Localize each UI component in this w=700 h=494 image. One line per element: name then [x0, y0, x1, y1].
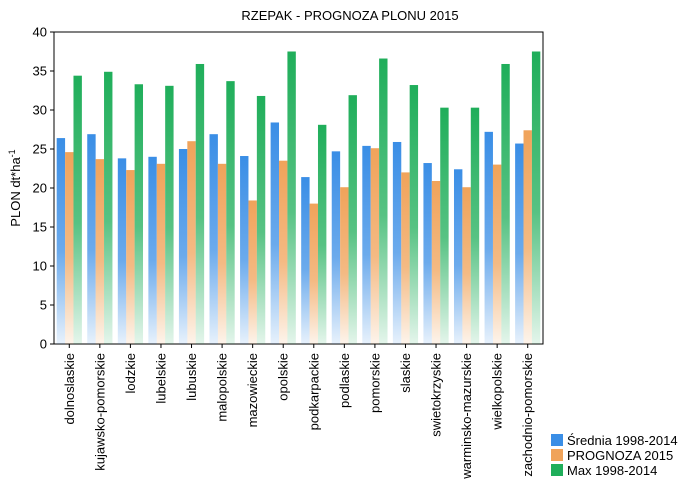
bar	[87, 134, 96, 344]
x-tick-label: opolskie	[276, 353, 291, 401]
bar	[217, 163, 227, 344]
y-axis-label: PLON dt*ha-1	[7, 149, 23, 226]
bar	[73, 75, 82, 345]
bar	[65, 152, 74, 344]
bar	[492, 164, 502, 344]
bar	[134, 84, 144, 344]
bar	[501, 63, 510, 344]
y-tick-label: 15	[33, 220, 47, 235]
bar	[348, 95, 357, 345]
bar	[126, 170, 135, 344]
plot-area: 0 5 10 15 20 25 30 35 40 dolnoslaskie kujawsko-pom…	[33, 25, 544, 480]
x-tick-label: lubuskie	[184, 353, 199, 401]
bar	[423, 163, 432, 344]
x-tick-label: malopolskie	[215, 353, 230, 422]
bar	[462, 187, 471, 344]
bar	[409, 85, 419, 344]
bar	[484, 131, 493, 344]
bar	[440, 107, 449, 344]
bar	[148, 156, 157, 344]
bar	[301, 177, 310, 344]
bar	[515, 143, 524, 344]
bar	[240, 156, 249, 344]
bar	[531, 51, 541, 344]
bar	[187, 141, 196, 344]
x-tick-label: kujawsko-pomorskie	[92, 353, 107, 471]
y-tick-label: 5	[40, 298, 47, 313]
x-tick-label: lubelskie	[153, 353, 168, 404]
bar	[156, 163, 166, 344]
bar	[270, 122, 280, 344]
bar	[453, 169, 463, 344]
bar	[379, 58, 388, 345]
y-tick-label: 25	[33, 142, 47, 157]
x-tick-label: podkarpackie	[306, 353, 321, 430]
y-axis-label-superscript: -1	[7, 149, 17, 157]
x-tick-label: warminsko-mazurskie	[459, 353, 474, 480]
bar	[392, 141, 402, 344]
x-tick-label: swietokrzyskie	[429, 353, 444, 437]
x-tick-label: podlaskie	[337, 353, 352, 408]
bar	[431, 180, 441, 344]
legend-swatch	[551, 434, 563, 446]
y-tick-label: 30	[33, 103, 47, 118]
legend-swatch	[551, 464, 563, 476]
legend-label: Max 1998-2014	[567, 463, 657, 478]
x-tick-label: zachodnio-pomorskie	[520, 353, 535, 477]
legend-label: PROGNOZA 2015	[567, 448, 673, 463]
bar	[178, 149, 188, 344]
bar	[340, 187, 349, 344]
bar	[470, 107, 480, 344]
y-tick-label: 10	[33, 259, 47, 274]
y-tick-label: 35	[33, 64, 47, 79]
x-tick-label: dolnoslaskie	[62, 353, 77, 425]
legend-label: Średnia 1998-2014	[567, 433, 678, 448]
bar	[309, 203, 318, 344]
x-tick-label: slaskie	[398, 353, 413, 393]
x-tick-label: mazowieckie	[245, 353, 260, 427]
bar	[195, 63, 205, 344]
bar	[362, 145, 371, 344]
bar	[117, 158, 127, 344]
y-tick-label: 20	[33, 181, 47, 196]
bar	[95, 159, 105, 344]
bar	[331, 151, 341, 344]
bar	[279, 160, 288, 344]
bar	[370, 148, 380, 344]
bar	[56, 138, 66, 344]
bar	[256, 95, 266, 345]
x-tick-label: pomorskie	[367, 353, 382, 413]
bar	[317, 124, 327, 344]
chart-title: RZEPAK - PROGNOZA PLONU 2015	[241, 8, 458, 23]
legend-swatch	[551, 449, 563, 461]
bar	[248, 200, 257, 344]
y-axis-label-base: PLON dt*ha	[8, 157, 23, 227]
bar	[287, 51, 296, 344]
bar	[104, 71, 113, 344]
x-tick-label: lodzkie	[123, 353, 138, 393]
bar	[209, 134, 218, 344]
y-tick-label: 40	[33, 25, 47, 40]
bar	[226, 81, 235, 344]
y-tick-label: 0	[40, 337, 47, 352]
bar	[401, 172, 410, 344]
bar	[165, 85, 174, 344]
bar	[523, 130, 532, 344]
x-tick-label: wielkopolskie	[490, 353, 505, 431]
